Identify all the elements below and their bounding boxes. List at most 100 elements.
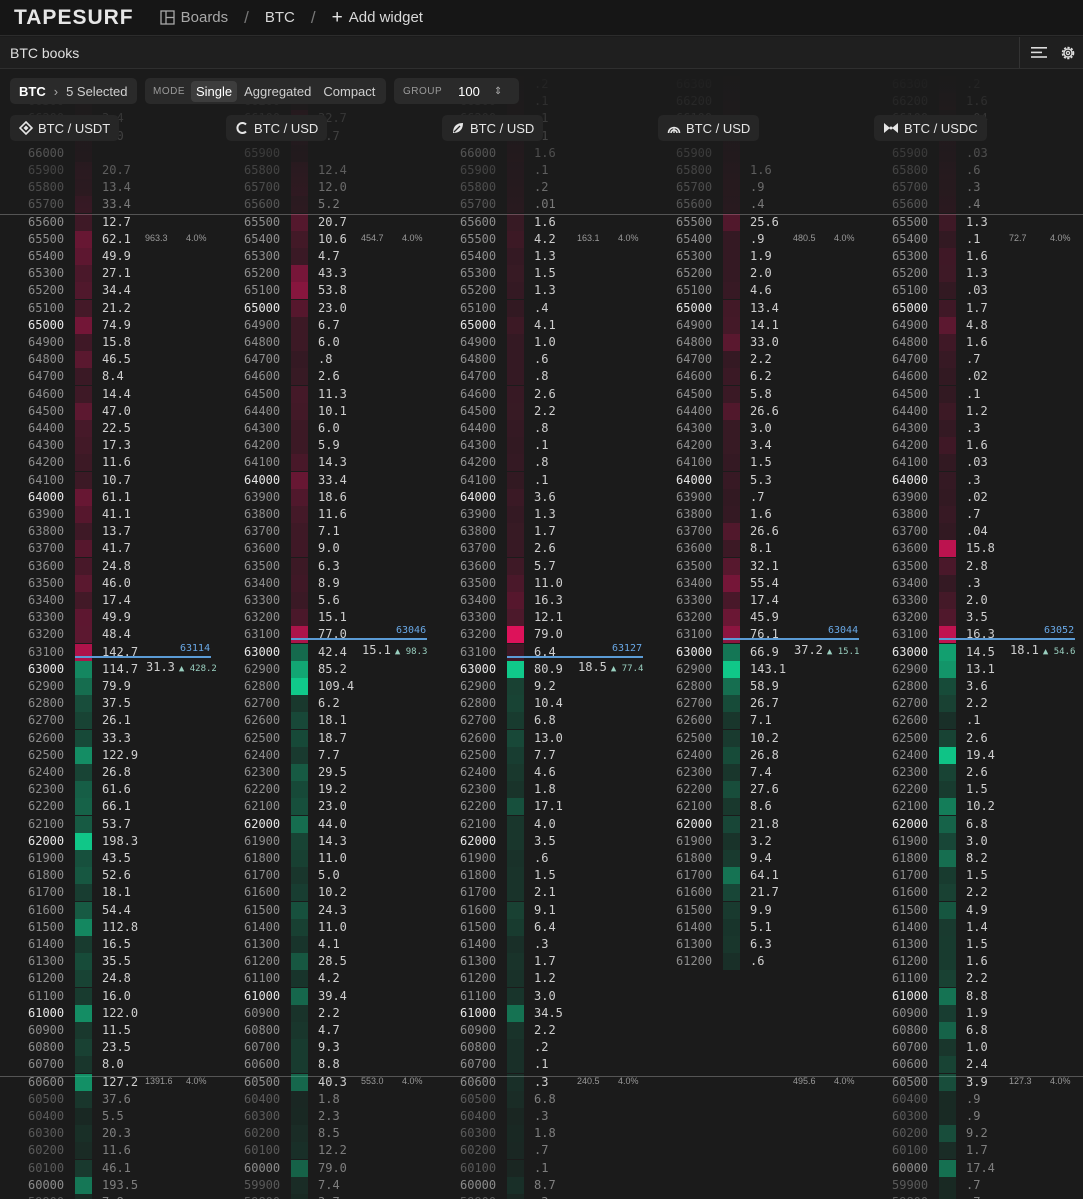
book-level-row[interactable]: 62300 29.5 — [216, 764, 432, 781]
book-level-row[interactable]: 64500 11.3 — [216, 385, 432, 403]
book-level-row[interactable]: 60500 6.8 — [432, 1090, 648, 1108]
book-level-row[interactable]: 64200 1.6 — [864, 437, 1080, 455]
book-level-row[interactable]: 65600 1.6 — [432, 213, 648, 231]
book-level-row[interactable]: 61300 35.5 — [0, 953, 216, 971]
book-level-row[interactable]: 64900 1.0 — [432, 334, 648, 351]
book-level-row[interactable]: 62000 198.3 — [0, 832, 216, 850]
book-level-row[interactable]: 63700 .04 — [864, 523, 1080, 541]
book-level-row[interactable]: 64500 5.8 — [648, 385, 864, 403]
book-level-row[interactable]: 64600 14.4 — [0, 385, 216, 403]
book-level-row[interactable]: 65100 .4 — [432, 299, 648, 317]
book-level-row[interactable]: 59900 7.4 — [216, 1176, 432, 1194]
book-level-row[interactable]: 62600 13.0 — [432, 729, 648, 747]
book-level-row[interactable]: 64700 .7 — [864, 351, 1080, 369]
book-level-row[interactable]: 62700 6.8 — [432, 712, 648, 730]
book-level-row[interactable]: 65600 .4 — [648, 196, 864, 214]
book-level-row[interactable]: 62000 6.8 — [864, 815, 1080, 833]
book-level-row[interactable]: 61300 6.3 — [648, 936, 864, 953]
book-level-row[interactable]: 62000 44.0 — [216, 815, 432, 833]
book-level-row[interactable]: 62500 10.2 — [648, 729, 864, 747]
book-level-row[interactable]: 61000 8.8 — [864, 987, 1080, 1005]
book-level-row[interactable]: 63000 114.7 — [0, 660, 216, 678]
book-level-row[interactable]: 66000 — [0, 144, 216, 162]
tapesurf-logo[interactable]: TAPESURF — [14, 5, 134, 29]
book-level-row[interactable]: 64500 2.2 — [432, 402, 648, 420]
book-level-row[interactable]: 62400 19.4 — [864, 746, 1080, 764]
book-level-row[interactable]: 63000 14.5 — [864, 643, 1080, 661]
book-level-row[interactable]: 62200 66.1 — [0, 798, 216, 816]
book-level-row[interactable]: 62900 85.2 — [216, 660, 432, 678]
book-level-row[interactable]: 63600 9.0 — [216, 540, 432, 558]
book-level-row[interactable]: 62600 33.3 — [0, 729, 216, 747]
book-level-row[interactable]: 65500 4.2 — [432, 230, 648, 248]
book-level-row[interactable]: 63500 32.1 — [648, 557, 864, 575]
book-level-row[interactable]: 59900 7.8 — [0, 1194, 216, 1199]
book-level-row[interactable]: 60400 .9 — [864, 1090, 1080, 1108]
book-level-row[interactable]: 63100 77.0 — [216, 626, 432, 644]
book-level-row[interactable]: 63500 6.3 — [216, 557, 432, 575]
book-level-row[interactable]: 65400 .1 — [864, 230, 1080, 248]
book-level-row[interactable]: 60000 17.4 — [864, 1159, 1080, 1177]
book-level-row[interactable]: 61100 16.0 — [0, 987, 216, 1005]
book-level-row[interactable]: 63900 .02 — [864, 488, 1080, 506]
book-level-row[interactable]: 63900 1.3 — [432, 506, 648, 523]
book-level-row[interactable]: 64300 .3 — [864, 420, 1080, 437]
book-level-row[interactable]: 64000 3.6 — [432, 488, 648, 506]
book-level-row[interactable]: 63300 12.1 — [432, 609, 648, 627]
book-level-row[interactable]: 64500 47.0 — [0, 402, 216, 420]
book-level-row[interactable]: 64900 14.1 — [648, 316, 864, 334]
book-level-row[interactable]: 61100 2.2 — [864, 970, 1080, 988]
book-level-row[interactable]: 63400 55.4 — [648, 574, 864, 592]
book-level-row[interactable]: 65500 1.3 — [864, 213, 1080, 231]
book-level-row[interactable]: 61800 1.5 — [432, 867, 648, 885]
book-level-row[interactable]: 63600 5.7 — [432, 557, 648, 575]
book-level-row[interactable]: 63800 13.7 — [0, 523, 216, 541]
book-level-row[interactable]: 65600 .4 — [864, 196, 1080, 214]
book-level-row[interactable]: 61500 4.9 — [864, 901, 1080, 919]
book-tag-btc-usd-2[interactable]: BTC / USD — [442, 115, 544, 141]
book-level-row[interactable]: 60400 5.5 — [0, 1108, 216, 1125]
book-level-row[interactable]: 65400 .9 — [648, 230, 864, 248]
book-level-row[interactable]: 62700 26.1 — [0, 712, 216, 730]
book-level-row[interactable]: 65800 .6 — [864, 162, 1080, 179]
book-level-row[interactable]: 61700 5.0 — [216, 867, 432, 885]
book-level-row[interactable]: 63800 11.6 — [216, 506, 432, 523]
book-level-row[interactable]: 63200 79.0 — [432, 626, 648, 644]
book-level-row[interactable]: 61400 5.1 — [648, 918, 864, 936]
book-level-row[interactable]: 62800 10.4 — [432, 695, 648, 713]
book-level-row[interactable]: 62200 1.5 — [864, 781, 1080, 799]
book-level-row[interactable]: 64900 6.7 — [216, 316, 432, 334]
book-level-row[interactable]: 64800 33.0 — [648, 334, 864, 351]
mode-single[interactable]: Single — [191, 80, 238, 102]
book-level-row[interactable]: 62800 58.9 — [648, 678, 864, 695]
book-level-row[interactable]: 61700 64.1 — [648, 867, 864, 885]
book-level-row[interactable]: 65900 .03 — [864, 144, 1080, 162]
book-level-row[interactable]: 60500 40.3 — [216, 1073, 432, 1091]
book-level-row[interactable]: 62300 1.8 — [432, 781, 648, 799]
book-level-row[interactable]: 65100 21.2 — [0, 299, 216, 317]
book-level-row[interactable]: 61200 1.2 — [432, 970, 648, 988]
book-level-row[interactable]: 61900 3.2 — [648, 832, 864, 850]
book-level-row[interactable]: 64900 4.8 — [864, 316, 1080, 334]
book-level-row[interactable]: 62900 9.2 — [432, 678, 648, 695]
book-level-row[interactable]: 62000 21.8 — [648, 815, 864, 833]
book-level-row[interactable]: 60600 8.8 — [216, 1056, 432, 1074]
book-level-row[interactable]: 64100 14.3 — [216, 454, 432, 472]
book-level-row[interactable]: 63000 66.9 — [648, 643, 864, 661]
book-level-row[interactable]: 65700 33.4 — [0, 196, 216, 214]
book-level-row[interactable]: 64100 .03 — [864, 454, 1080, 472]
book-level-row[interactable]: 64100 1.5 — [648, 454, 864, 472]
group-selector[interactable]: GROUP 100 ⇕ — [394, 78, 519, 104]
book-level-row[interactable]: 60500 3.9 — [864, 1073, 1080, 1091]
book-level-row[interactable]: 60900 2.2 — [216, 1004, 432, 1022]
book-level-row[interactable]: 61800 9.4 — [648, 850, 864, 867]
book-level-row[interactable]: 63600 8.1 — [648, 540, 864, 558]
book-level-row[interactable]: 62900 13.1 — [864, 660, 1080, 678]
book-level-row[interactable]: 62600 18.1 — [216, 712, 432, 730]
book-level-row[interactable]: 65400 49.9 — [0, 248, 216, 265]
book-level-row[interactable]: 65600 12.7 — [0, 213, 216, 231]
book-level-row[interactable]: 64800 1.6 — [864, 334, 1080, 351]
book-level-row[interactable]: 60900 2.2 — [432, 1022, 648, 1039]
book-level-row[interactable]: 60300 2.3 — [216, 1108, 432, 1125]
breadcrumb-btc[interactable]: BTC — [264, 9, 295, 26]
